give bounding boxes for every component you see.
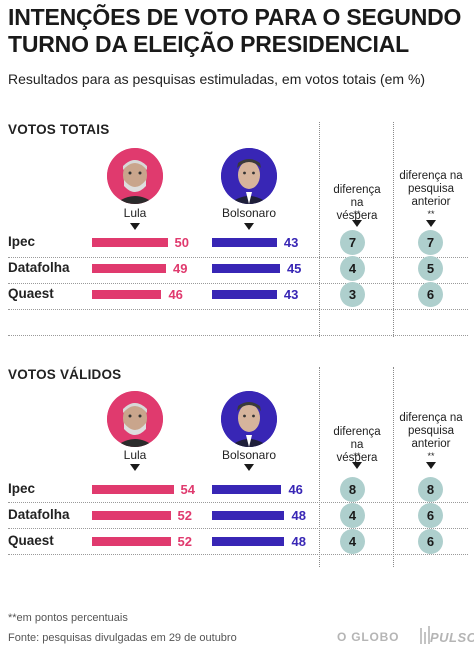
bar-bolsonaro: [212, 238, 277, 247]
divider-line: [393, 367, 394, 567]
row-divider: [8, 309, 468, 310]
bar-bolsonaro: [212, 264, 280, 273]
diff-prev-circle: 6: [418, 282, 443, 307]
diff-prev-mark: **: [427, 451, 435, 461]
arrow-down-icon: [426, 220, 436, 227]
section-votos-validos: VOTOS VÁLIDOS Lula Bolsonaro diferença n…: [0, 367, 474, 582]
lula-avatar: [107, 148, 163, 204]
bolsonaro-avatar: [221, 391, 277, 447]
poll-label: Ipec: [8, 234, 36, 249]
divider-line: [319, 122, 320, 337]
bar-lula: [92, 264, 166, 273]
value-label-lula: 52: [177, 508, 192, 523]
diff-prev-header: diferença na pesquisa anterior: [399, 412, 463, 450]
candidate-name-lula: Lula: [123, 448, 147, 462]
arrow-down-icon: [244, 464, 254, 471]
lula-portrait-icon: [107, 148, 163, 204]
value-label-lula: 54: [180, 482, 195, 497]
diff-prev-circle: 6: [418, 529, 443, 554]
section-votos-totais: VOTOS TOTAIS Lula Bolsonaro diferença na…: [0, 122, 474, 337]
poll-label: Quaest: [8, 533, 54, 548]
value-label-bolsonaro: 45: [286, 261, 302, 276]
bar-lula: [92, 238, 168, 247]
arrow-down-icon: [244, 223, 254, 230]
row-divider: [8, 283, 468, 284]
value-label-lula: 52: [177, 534, 192, 549]
diff-eve-header: diferença na véspera: [333, 426, 381, 464]
value-label-bolsonaro: 43: [283, 235, 299, 250]
page-title: INTENÇÕES DE VOTO PARA O SEGUNDO TURNO D…: [8, 4, 462, 57]
bolsonaro-portrait-icon: [221, 391, 277, 447]
bar-bolsonaro: [212, 537, 285, 546]
diff-prev-circle: 8: [418, 477, 443, 502]
value-label-lula: 49: [172, 261, 188, 276]
arrow-down-icon: [352, 220, 362, 227]
bar-bolsonaro: [212, 511, 285, 520]
section-title: VOTOS TOTAIS: [8, 122, 110, 137]
poll-label: Quaest: [8, 286, 54, 301]
diff-eve-header: diferença na véspera: [333, 184, 381, 222]
diff-eve-circle: 4: [340, 503, 365, 528]
section-title: VOTOS VÁLIDOS: [8, 367, 122, 382]
bolsonaro-avatar: [221, 148, 277, 204]
diff-prev-mark: **: [427, 209, 435, 219]
source-note: Fonte: pesquisas divulgadas em 29 de out…: [8, 632, 237, 644]
pulso-logo-icon: [420, 626, 430, 644]
value-label-bolsonaro: 43: [283, 287, 299, 302]
diff-eve-circle: 3: [340, 282, 365, 307]
diff-eve-mark: **: [353, 209, 361, 219]
diff-prev-circle: 6: [418, 503, 443, 528]
lula-portrait-icon: [107, 391, 163, 447]
o-globo-logo: O GLOBO: [337, 630, 400, 644]
bar-lula: [92, 485, 174, 494]
candidate-name-bolsonaro: Bolsonaro: [221, 206, 277, 220]
value-label-lula: 46: [168, 287, 183, 302]
diff-eve-circle: 4: [340, 256, 365, 281]
row-divider: [8, 528, 468, 529]
poll-label: Datafolha: [8, 260, 70, 275]
candidate-name-bolsonaro: Bolsonaro: [221, 448, 277, 462]
bolsonaro-portrait-icon: [221, 148, 277, 204]
diff-eve-circle: 7: [340, 230, 365, 255]
row-divider: [8, 554, 468, 555]
divider-line: [393, 122, 394, 337]
value-label-bolsonaro: 48: [291, 508, 306, 523]
divider-line: [319, 367, 320, 567]
bar-bolsonaro: [212, 290, 277, 299]
candidate-name-lula: Lula: [123, 206, 147, 220]
row-divider: [8, 502, 468, 503]
lula-avatar: [107, 391, 163, 447]
diff-prev-header: diferença na pesquisa anterior: [399, 170, 463, 208]
arrow-down-icon: [352, 462, 362, 469]
value-label-lula: 50: [174, 235, 189, 250]
diff-prev-circle: 5: [418, 256, 443, 281]
bar-lula: [92, 537, 171, 546]
diff-eve-circle: 8: [340, 477, 365, 502]
arrow-down-icon: [426, 462, 436, 469]
arrow-down-icon: [130, 223, 140, 230]
pulso-logo-text: PULSO: [430, 630, 474, 645]
poll-label: Ipec: [8, 481, 36, 496]
poll-label: Datafolha: [8, 507, 70, 522]
value-label-bolsonaro: 46: [288, 482, 303, 497]
row-divider: [8, 257, 468, 258]
bar-bolsonaro: [212, 485, 282, 494]
footnote: **em pontos percentuais: [8, 612, 128, 624]
diff-prev-circle: 7: [418, 230, 443, 255]
bar-lula: [92, 290, 162, 299]
diff-eve-mark: **: [353, 451, 361, 461]
row-divider: [8, 335, 468, 336]
value-label-bolsonaro: 48: [291, 534, 306, 549]
bar-lula: [92, 511, 171, 520]
diff-eve-circle: 4: [340, 529, 365, 554]
page-subtitle: Resultados para as pesquisas estimuladas…: [8, 71, 426, 87]
arrow-down-icon: [130, 464, 140, 471]
